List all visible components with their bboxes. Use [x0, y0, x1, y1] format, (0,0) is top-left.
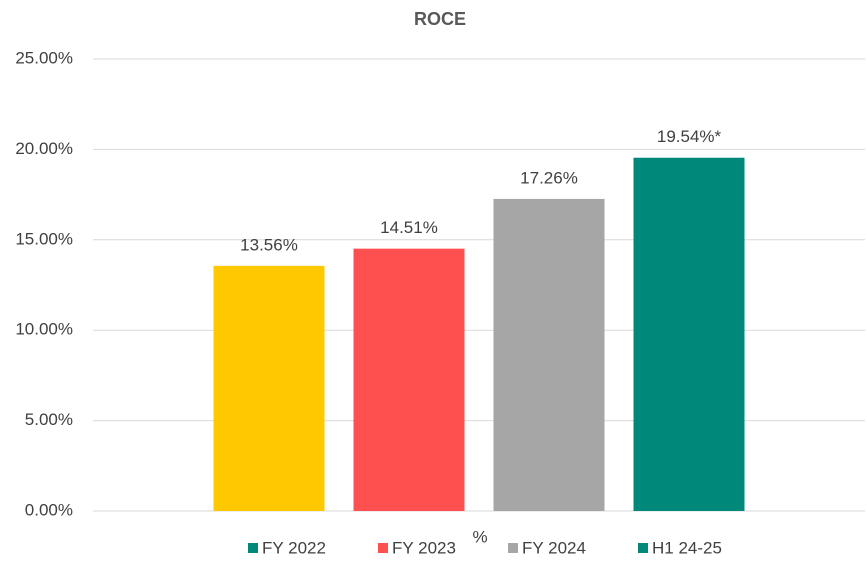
legend-label: FY 2024 [522, 538, 586, 557]
y-tick-label: 10.00% [15, 320, 73, 339]
legend-marker [508, 543, 518, 553]
legend-marker [248, 543, 258, 553]
bar [213, 265, 325, 511]
data-label: 17.26% [520, 168, 578, 187]
data-label: 13.56% [240, 235, 298, 254]
y-tick-label: 20.00% [15, 139, 73, 158]
y-tick-label: 25.00% [15, 48, 73, 67]
chart-title: ROCE [414, 9, 466, 29]
legend-label: H1 24-25 [652, 538, 722, 557]
bar [633, 157, 745, 511]
y-tick-label: 0.00% [25, 500, 73, 519]
legend-marker [378, 543, 388, 553]
legend-marker [638, 543, 648, 553]
y-tick-label: 15.00% [15, 229, 73, 248]
legend-label: FY 2022 [262, 538, 326, 557]
y-tick-label: 5.00% [25, 410, 73, 429]
data-label: 14.51% [380, 218, 438, 237]
bar [493, 198, 605, 511]
bar [353, 248, 465, 512]
data-label: 19.54%* [657, 127, 722, 146]
x-axis-label: % [472, 527, 487, 546]
legend-label: FY 2023 [392, 538, 456, 557]
